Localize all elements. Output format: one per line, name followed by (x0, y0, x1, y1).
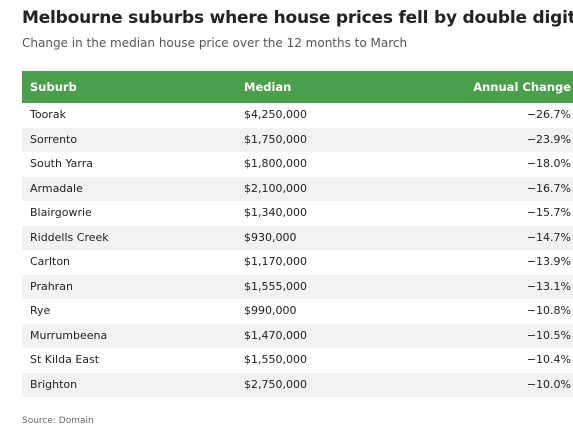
cell-suburb: Prahran (30, 279, 73, 293)
cell-annual-change: −10.8% (526, 304, 571, 317)
cell-annual-change: −13.9% (526, 255, 571, 268)
cell-median: $990,000 (244, 304, 297, 317)
table-row: Riddells Creek $930,000 −14.7% (22, 225, 573, 250)
table-row: Toorak $4,250,000 −26.7% (22, 103, 573, 128)
table-row: Rye $990,000 −10.8% (22, 299, 573, 324)
cell-median: $2,750,000 (244, 377, 307, 391)
column-header-suburb[interactable]: Suburb (30, 80, 77, 94)
cell-median: $930,000 (244, 230, 297, 244)
table-body: Toorak $4,250,000 −26.7% Sorrento $1,750,000… (22, 103, 573, 397)
cell-annual-change: −26.7% (526, 108, 571, 121)
cell-annual-change: −18.0% (526, 157, 571, 170)
cell-annual-change: −23.9% (526, 132, 571, 146)
cell-median: $2,100,000 (244, 181, 307, 195)
cell-suburb: St Kilda East (30, 353, 100, 366)
data-table: Suburb Median Annual Change Toorak $4,250… (22, 71, 573, 397)
table-row: Brighton $2,750,000 −10.0% (22, 372, 573, 397)
table-row: Armadale $2,100,000 −16.7% (22, 176, 573, 201)
cell-suburb: Blairgowrie (30, 206, 92, 219)
chart-title: Melbourne suburbs where house prices fel… (22, 8, 573, 28)
table-row: Blairgowrie $1,340,000 −15.7% (22, 201, 573, 226)
cell-median: $1,555,000 (244, 279, 307, 293)
column-header-annual-change[interactable]: Annual Change (473, 80, 571, 94)
cell-annual-change: −14.7% (526, 230, 571, 244)
cell-annual-change: −13.1% (526, 279, 571, 293)
table-row: South Yarra $1,800,000 −18.0% (22, 152, 573, 177)
cell-median: $1,750,000 (244, 132, 307, 146)
cell-suburb: South Yarra (30, 157, 94, 170)
cell-median: $1,470,000 (244, 328, 307, 342)
cell-median: $1,170,000 (244, 255, 307, 268)
cell-suburb: Riddells Creek (30, 230, 109, 244)
chart-subtitle: Change in the median house price over th… (22, 36, 408, 50)
cell-suburb: Sorrento (30, 132, 78, 146)
cell-suburb: Armadale (30, 181, 83, 195)
table-row: St Kilda East $1,550,000 −10.4% (22, 348, 573, 373)
cell-median: $4,250,000 (244, 108, 307, 121)
table-row: Prahran $1,555,000 −13.1% (22, 274, 573, 299)
cell-suburb: Murrumbeena (30, 328, 108, 342)
cell-suburb: Rye (30, 304, 51, 317)
column-header-median[interactable]: Median (244, 80, 292, 94)
cell-annual-change: −16.7% (526, 181, 571, 195)
cell-annual-change: −15.7% (526, 206, 571, 219)
table-row: Sorrento $1,750,000 −23.9% (22, 127, 573, 152)
cell-suburb: Brighton (30, 377, 78, 391)
cell-annual-change: −10.4% (526, 353, 571, 366)
cell-suburb: Carlton (30, 255, 71, 268)
cell-suburb: Toorak (30, 108, 66, 121)
cell-median: $1,550,000 (244, 353, 307, 366)
cell-annual-change: −10.0% (526, 377, 571, 391)
cell-median: $1,800,000 (244, 157, 307, 170)
source-note: Source: Domain (22, 416, 94, 426)
cell-median: $1,340,000 (244, 206, 307, 219)
table-row: Murrumbeena $1,470,000 −10.5% (22, 323, 573, 348)
table-header: Suburb Median Annual Change (22, 71, 573, 103)
cell-annual-change: −10.5% (526, 328, 571, 342)
table-row: Carlton $1,170,000 −13.9% (22, 250, 573, 275)
